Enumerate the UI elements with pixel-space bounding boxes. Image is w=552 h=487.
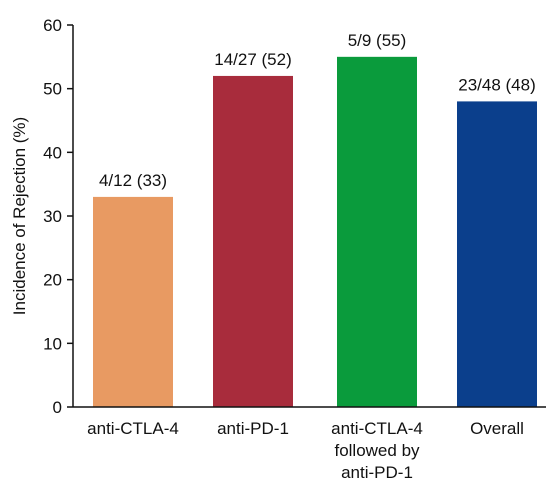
bar-data-label: 4/12 (33): [99, 171, 167, 190]
y-tick-label: 0: [53, 398, 62, 417]
bar-data-label: 23/48 (48): [458, 75, 536, 94]
y-tick-label: 60: [43, 16, 62, 35]
y-tick-label: 20: [43, 271, 62, 290]
x-category-label: anti-PD-1: [217, 419, 289, 438]
y-axis-title: Incidence of Rejection (%): [10, 117, 29, 315]
bars: [93, 56, 537, 408]
bar: [93, 196, 173, 407]
y-tick-label: 10: [43, 334, 62, 353]
bar-data-label: 5/9 (55): [348, 31, 407, 50]
bar-data-label: 14/27 (52): [214, 50, 292, 69]
x-category-label: Overall: [470, 419, 524, 438]
y-tick-label: 40: [43, 143, 62, 162]
x-category-label: anti-CTLA-4 followed by anti-PD-1: [331, 419, 423, 482]
bar: [337, 56, 417, 407]
y-axis-ticks: 0 10 20 30 40 50 60: [43, 16, 73, 417]
x-category-label: anti-CTLA-4: [87, 419, 179, 438]
data-labels: 4/12 (33) 14/27 (52) 5/9 (55) 23/48 (48): [99, 31, 536, 190]
bar: [457, 101, 537, 408]
y-tick-label: 50: [43, 80, 62, 99]
y-tick-label: 30: [43, 207, 62, 226]
category-labels: anti-CTLA-4 anti-PD-1 anti-CTLA-4 followed …: [87, 419, 524, 482]
bar: [213, 75, 293, 407]
